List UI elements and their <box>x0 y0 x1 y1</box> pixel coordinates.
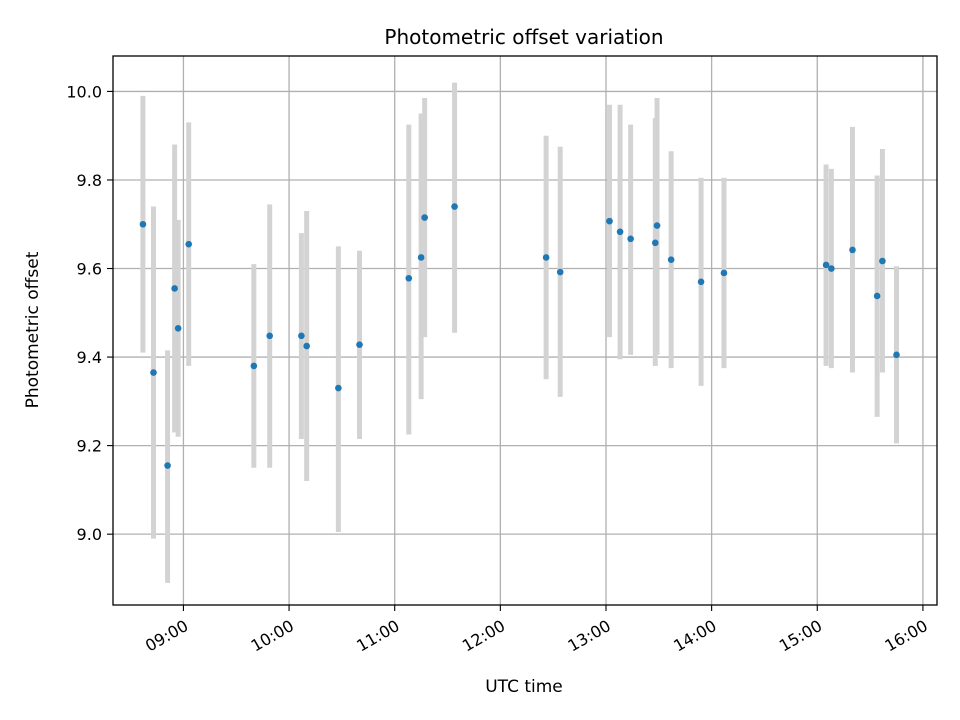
y-tick-label: 9.8 <box>77 171 102 190</box>
data-point <box>616 228 624 236</box>
data-point <box>150 369 157 376</box>
error-bars <box>140 82 900 583</box>
data-point <box>873 292 881 300</box>
data-point <box>164 462 171 469</box>
x-tick-label: 11:00 <box>353 616 402 656</box>
x-tick-label: 12:00 <box>459 616 508 656</box>
y-tick-label: 9.2 <box>77 437 102 456</box>
x-tick-label: 15:00 <box>776 616 825 656</box>
data-point <box>653 222 661 229</box>
grid <box>113 56 937 605</box>
data-point <box>335 384 342 392</box>
data-point <box>303 342 310 350</box>
y-axis: 9.0 9.2 9.4 9.6 9.8 10.0 <box>66 82 113 544</box>
data-point <box>451 203 458 210</box>
data-point <box>356 341 363 348</box>
y-tick-label: 9.4 <box>77 348 102 367</box>
plot-area-frame <box>112 55 938 606</box>
x-tick-label: 14:00 <box>670 616 719 656</box>
data-point <box>720 269 728 277</box>
data-points <box>139 203 900 469</box>
y-tick-label: 9.0 <box>77 525 102 544</box>
data-point <box>171 285 178 292</box>
data-point <box>542 254 550 261</box>
data-point <box>417 254 425 261</box>
data-point <box>250 362 258 370</box>
data-point <box>185 240 193 248</box>
data-point <box>298 332 305 340</box>
data-point <box>266 332 274 340</box>
y-tick-label: 9.6 <box>77 260 102 279</box>
x-tick-label: 10:00 <box>248 616 297 656</box>
data-point <box>667 256 675 263</box>
x-axis: 09:00 10:00 11:00 12:00 13:00 14:00 15:00 16:00 <box>142 605 931 656</box>
data-point <box>627 235 634 243</box>
data-point <box>822 261 830 269</box>
data-point <box>606 217 613 225</box>
data-point <box>879 257 886 265</box>
data-point <box>405 274 413 282</box>
data-point <box>893 351 900 359</box>
x-tick-label: 13:00 <box>565 616 614 656</box>
chart-title: Photometric offset variation <box>384 25 663 49</box>
data-point <box>828 265 835 272</box>
x-axis-label: UTC time <box>485 677 563 697</box>
data-point <box>556 268 564 276</box>
data-point <box>139 220 147 228</box>
data-point <box>849 246 856 254</box>
y-axis-label: Photometric offset <box>23 251 43 408</box>
x-tick-label: 16:00 <box>881 616 930 656</box>
data-point <box>651 239 659 247</box>
data-point <box>697 278 705 286</box>
data-point <box>421 214 428 221</box>
x-tick-label: 09:00 <box>142 616 191 656</box>
y-tick-label: 10.0 <box>66 82 102 101</box>
data-point <box>174 324 182 332</box>
